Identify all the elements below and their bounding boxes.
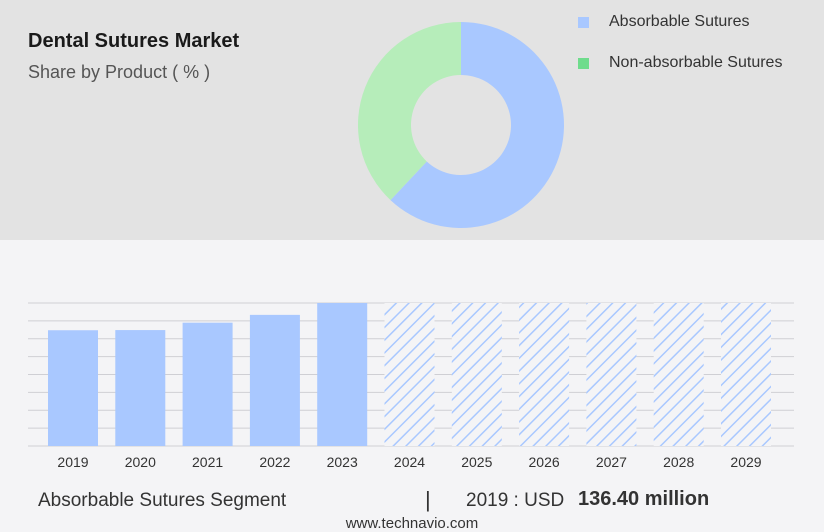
footer-value: 136.40 million — [578, 488, 710, 510]
x-tick-label-2020: 2020 — [125, 454, 156, 470]
x-tick-label-2023: 2023 — [327, 454, 358, 470]
x-tick-label-2029: 2029 — [730, 454, 761, 470]
forecast-bar-2027 — [586, 303, 637, 446]
forecast-bar-2025 — [451, 303, 502, 446]
x-tick-label-2024: 2024 — [394, 454, 425, 470]
bar-2020 — [115, 330, 166, 446]
footer-year: 2019 : USD — [466, 490, 565, 511]
forecast-bar-2029 — [721, 303, 771, 446]
bar-2021 — [182, 322, 233, 446]
x-tick-label-2027: 2027 — [596, 454, 627, 470]
footer-separator: | — [425, 487, 431, 512]
legend-label-non-absorbable: Non-absorbable Sutures — [609, 54, 783, 71]
segment-label: Absorbable Sutures Segment — [38, 490, 287, 511]
footer-url: www.technavio.com — [345, 515, 479, 532]
forecast-bar-2028 — [653, 303, 704, 446]
bar-chart: 2019 2020 2021 2022 2023 2024 2025 2026 2027 2028… — [28, 302, 794, 470]
bar-2023 — [317, 303, 368, 446]
chart-subtitle: Share by Product ( % ) — [28, 62, 211, 82]
x-tick-label-2025: 2025 — [461, 454, 492, 470]
donut-slice-0 — [390, 22, 564, 229]
legend: Absorbable Sutures Non-absorbable Suture… — [578, 12, 782, 94]
legend-label-absorbable: Absorbable Sutures — [609, 13, 750, 30]
x-tick-label-2028: 2028 — [663, 454, 694, 470]
x-tick-label-2022: 2022 — [259, 454, 290, 470]
legend-swatch-non-absorbable — [578, 57, 589, 69]
bar-2019 — [48, 330, 98, 446]
x-tick-label-2026: 2026 — [529, 454, 560, 470]
x-tick-label-2019: 2019 — [57, 454, 88, 470]
donut-chart — [358, 22, 564, 229]
legend-item-non-absorbable: Non-absorbable Sutures — [578, 53, 782, 73]
legend-swatch-absorbable — [578, 16, 589, 28]
forecast-bar-2026 — [519, 303, 570, 446]
chart-title: Dental Sutures Market — [28, 30, 240, 52]
legend-item-absorbable: Absorbable Sutures — [578, 12, 782, 32]
x-tick-label-2021: 2021 — [192, 454, 223, 470]
forecast-bar-2024 — [384, 303, 435, 446]
donut-slice-1 — [358, 22, 461, 201]
bar-2022 — [249, 314, 300, 446]
